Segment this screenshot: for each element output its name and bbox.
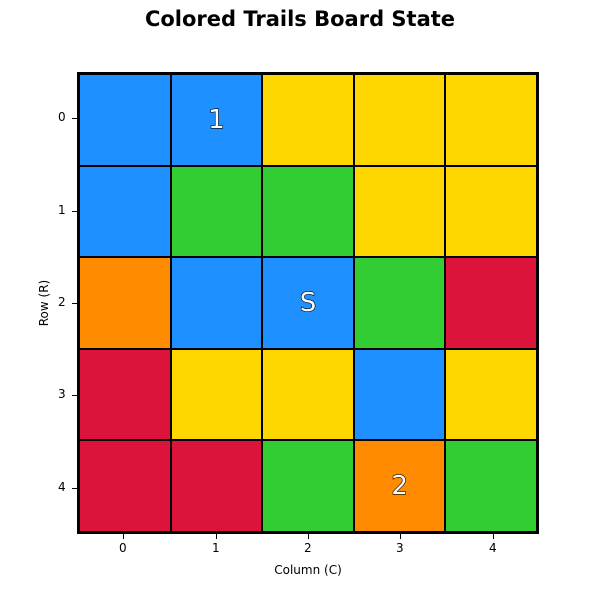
board-cell-r4-c2[interactable] [262,440,354,532]
board-cell-r0-c0[interactable] [79,74,171,166]
y-tick-label: 1 [58,203,66,217]
x-tick-label: 3 [396,541,404,555]
x-tick-label: 1 [212,541,220,555]
y-tick-label: 2 [58,295,66,309]
board-cell-r2-c3[interactable] [353,257,446,349]
y-tick [72,488,77,489]
board-cell-r2-c4[interactable] [445,257,537,349]
board-cell-r1-c0[interactable] [79,165,171,258]
board-cell-r0-c4[interactable] [445,74,537,166]
x-tick-label: 2 [304,541,312,555]
board-cell-r3-c4[interactable] [445,348,537,441]
board-cell-r2-c1[interactable] [170,257,263,349]
x-tick [308,534,309,539]
board-cell-r0-c1[interactable]: 1 [170,74,263,166]
x-tick [400,534,401,539]
y-tick-label: 3 [58,387,66,401]
cell-marker-label: 2 [391,471,409,502]
board-cell-r3-c3[interactable] [353,348,446,441]
x-tick [493,534,494,539]
y-tick [72,303,77,304]
x-axis-label: Column (C) [274,563,342,577]
y-axis-label: Row (R) [37,279,51,327]
board-cell-r1-c3[interactable] [353,165,446,258]
game-board: 1 S 2 [77,72,539,534]
y-tick-label: 4 [58,480,66,494]
board-cell-r0-c2[interactable] [262,74,354,166]
board-title: Colored Trails Board State [144,7,456,31]
board-cell-r4-c1[interactable] [170,440,263,532]
board-cell-r4-c3[interactable]: 2 [353,440,446,532]
board-cell-r4-c0[interactable] [79,440,171,532]
y-tick-label: 0 [58,110,66,124]
board-cell-r3-c2[interactable] [262,348,354,441]
x-tick [123,534,124,539]
board-cell-r1-c4[interactable] [445,165,537,258]
x-tick [216,534,217,539]
board-cell-r3-c1[interactable] [170,348,263,441]
board-cell-r0-c3[interactable] [353,74,446,166]
board-cell-r4-c4[interactable] [445,440,537,532]
board-cell-r1-c1[interactable] [170,165,263,258]
board-cell-r2-c2[interactable]: S [262,257,354,349]
board-cell-r3-c0[interactable] [79,348,171,441]
y-tick [72,395,77,396]
x-tick-label: 0 [119,541,127,555]
cell-marker-label: S [299,287,317,318]
board-cell-r2-c0[interactable] [79,257,171,349]
y-tick [72,211,77,212]
board-cell-r1-c2[interactable] [262,165,354,258]
y-tick [72,118,77,119]
cell-marker-label: 1 [208,104,226,135]
x-tick-label: 4 [489,541,497,555]
